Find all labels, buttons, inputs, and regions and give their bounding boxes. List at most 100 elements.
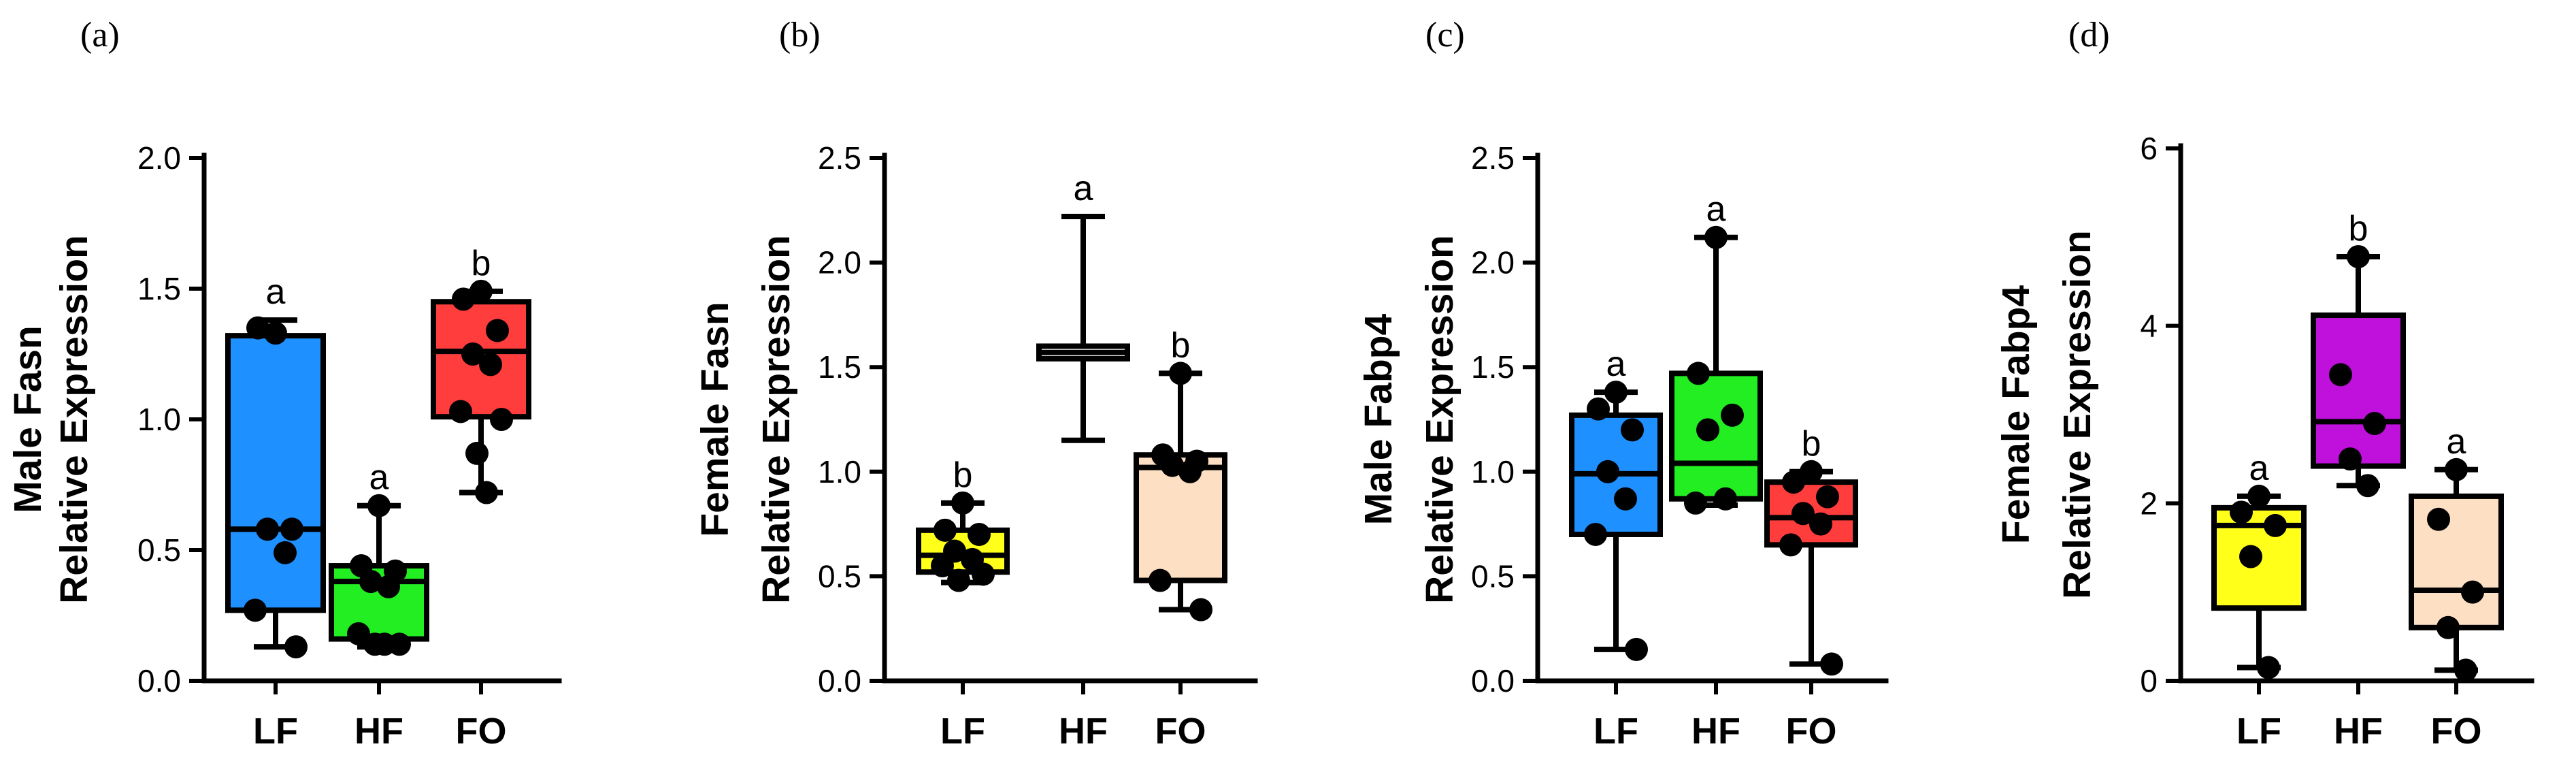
data-point <box>1791 502 1815 526</box>
y-axis-title: Female Fasn Relative Expression <box>693 235 798 604</box>
data-point <box>1816 485 1839 509</box>
data-point <box>1704 225 1728 249</box>
x-tick-label: FO <box>1786 711 1837 752</box>
data-point <box>1721 403 1744 427</box>
data-point <box>934 518 957 542</box>
x-tick-label: FO <box>1155 711 1206 752</box>
data-point <box>947 568 970 592</box>
data-point <box>1169 362 1192 385</box>
significance-letter: a <box>2447 422 2466 462</box>
significance-letter: a <box>369 458 389 498</box>
data-point <box>2257 656 2280 679</box>
significance-letter: b <box>2349 209 2368 248</box>
y-tick-label: 1.0 <box>818 454 861 490</box>
iqr-box <box>2409 493 2504 630</box>
data-point <box>1714 487 1737 511</box>
panel-label: (b) <box>779 16 821 54</box>
data-point <box>2363 412 2386 436</box>
y-tick-label: 1.0 <box>1471 454 1515 490</box>
y-tick-label: 4 <box>2140 308 2158 344</box>
data-point <box>1189 598 1212 622</box>
data-point <box>479 353 502 376</box>
y-axis-title-line-2: Relative Expression <box>52 235 96 604</box>
data-point <box>274 541 297 564</box>
y-tick-label: 2.0 <box>818 245 861 280</box>
y-tick-label: 0.0 <box>818 663 861 699</box>
x-tick-label: HF <box>1691 711 1740 752</box>
data-point <box>486 319 509 342</box>
y-axis-title: Male Fasn Relative Expression <box>6 235 96 604</box>
data-point <box>359 570 382 594</box>
data-point <box>1625 637 1648 661</box>
data-point <box>2445 458 2468 481</box>
data-point <box>2347 245 2370 269</box>
data-point <box>490 408 513 431</box>
x-tick-label: LF <box>253 711 298 752</box>
data-point <box>1604 381 1628 404</box>
data-point <box>2239 545 2262 568</box>
data-point <box>244 598 267 622</box>
x-tick-label: FO <box>456 711 507 752</box>
iqr-box <box>225 333 326 613</box>
x-tick-label: FO <box>2431 711 2482 752</box>
data-point <box>1779 533 1802 557</box>
x-tick-label: LF <box>940 711 985 752</box>
significance-letter: a <box>1606 344 1626 384</box>
data-point <box>1149 568 1172 592</box>
data-point <box>951 491 974 515</box>
box-hf: a <box>1036 169 1130 443</box>
box-lf: b <box>916 455 1010 592</box>
data-point <box>461 342 484 366</box>
panel-label: (a) <box>80 16 120 54</box>
box-hf: a <box>1669 190 1763 515</box>
data-point <box>469 279 493 303</box>
panel-d: (d) Female Fabp4 Relative Expression 0 2 4 6 a L… <box>1994 16 2534 752</box>
significance-letter: a <box>1074 169 1093 208</box>
data-point <box>475 481 498 504</box>
data-point <box>1161 453 1184 477</box>
significance-letter: a <box>2249 449 2269 488</box>
y-axis-title-line-1: Male Fabp4 <box>1357 314 1400 526</box>
y-axis-title: Male Fabp4 Relative Expression <box>1357 235 1462 604</box>
data-point <box>1800 460 1823 483</box>
x-tick-label: HF <box>2334 711 2383 752</box>
box-fo: a <box>2409 422 2504 682</box>
y-axis-title-line-2: Relative Expression <box>755 235 798 604</box>
data-point <box>2339 447 2362 471</box>
significance-letter: a <box>1706 190 1726 229</box>
iqr-box <box>2311 312 2406 469</box>
box-lf: a <box>1569 344 1663 661</box>
box-fo: b <box>1134 325 1227 622</box>
box-hf: b <box>2311 209 2406 498</box>
significance-letter: b <box>472 244 491 283</box>
y-axis-title: Female Fabp4 Relative Expression <box>1994 230 2099 599</box>
y-tick-label: 2.0 <box>1471 245 1515 280</box>
data-point <box>1809 512 1832 536</box>
y-tick-label: 1.5 <box>137 271 181 306</box>
x-tick-label: LF <box>1594 711 1638 752</box>
y-tick-label: 0 <box>2140 663 2158 699</box>
significance-letter: b <box>1171 325 1191 365</box>
significance-letter: b <box>953 455 973 495</box>
data-point <box>367 494 391 517</box>
y-axis-title-line-1: Female Fasn <box>693 302 737 536</box>
box-hf: a <box>329 458 429 656</box>
panel-c: (c) Male Fabp4 Relative Expression 0.0 0.5 1.… <box>1357 16 1889 752</box>
x-tick-label: HF <box>1059 711 1108 752</box>
data-point <box>2427 507 2450 531</box>
data-point <box>1621 418 1644 442</box>
data-point <box>377 575 400 598</box>
data-point <box>2329 363 2352 387</box>
panel-a: (a) Male Fasn Relative Expression 0.0 0.5 1.0… <box>6 16 562 752</box>
data-point <box>968 522 991 546</box>
data-point <box>1584 522 1607 546</box>
y-tick-label: 0.5 <box>137 532 181 568</box>
y-tick-label: 2.0 <box>137 140 181 176</box>
data-point <box>452 287 475 311</box>
y-tick-label: 1.0 <box>137 402 181 437</box>
y-tick-label: 0.0 <box>137 663 181 699</box>
data-point <box>931 554 954 578</box>
box-lf: a <box>2211 449 2307 679</box>
y-axis-title-line-1: Male Fasn <box>6 325 50 513</box>
